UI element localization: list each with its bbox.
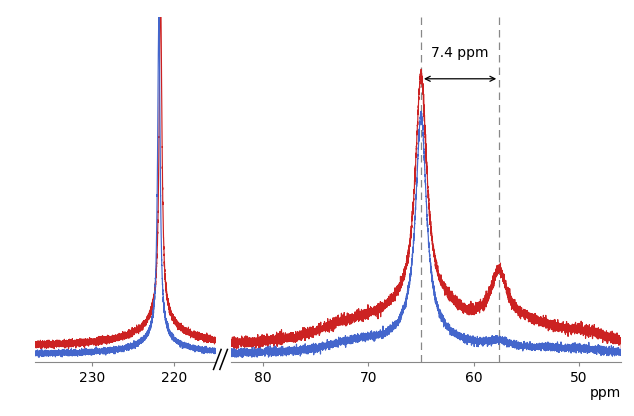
- Text: 7.4 ppm: 7.4 ppm: [431, 46, 489, 60]
- Text: ppm: ppm: [590, 386, 621, 400]
